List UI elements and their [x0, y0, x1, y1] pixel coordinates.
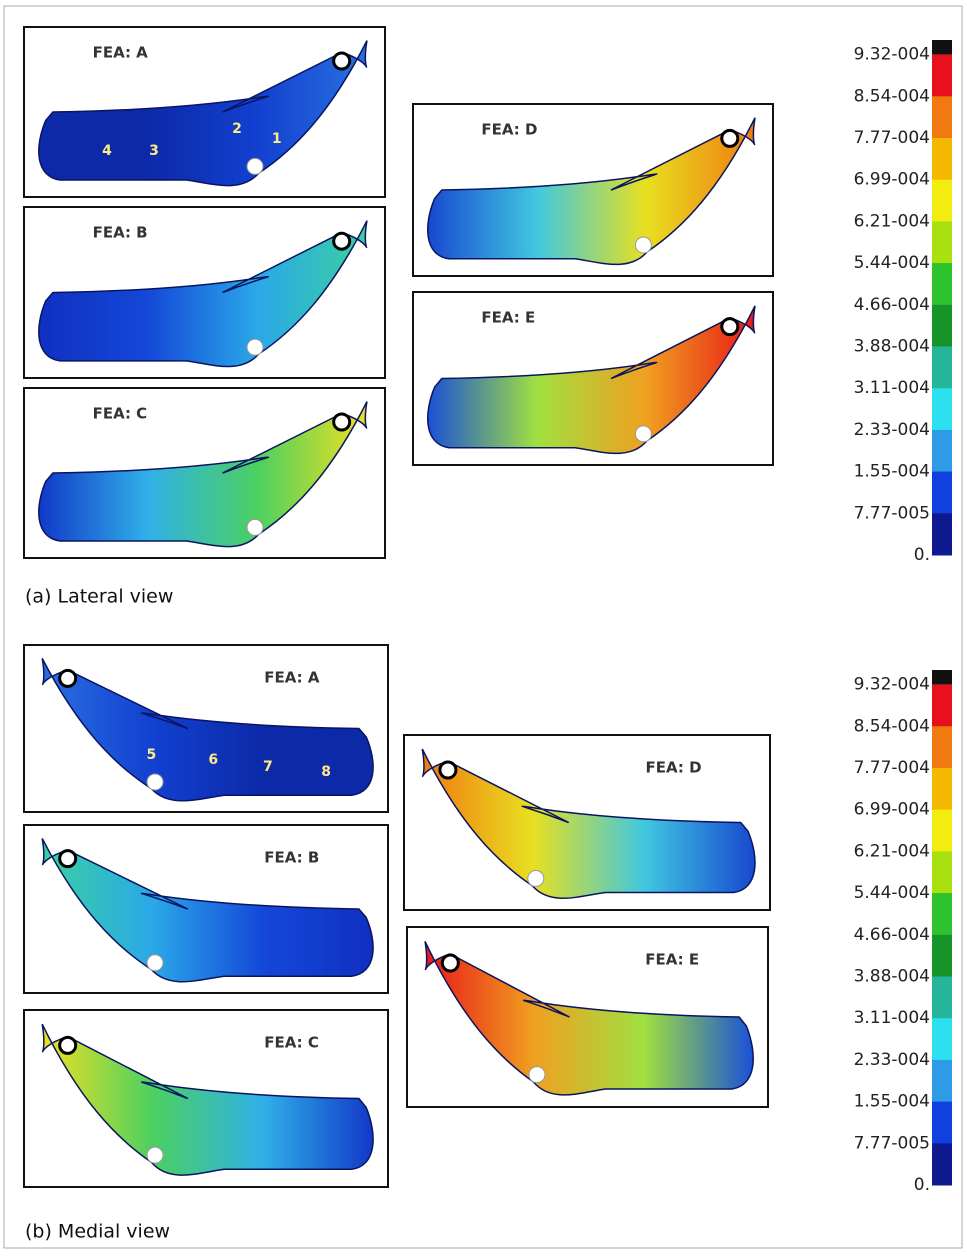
condyle [440, 762, 456, 778]
region-number: 1 [272, 131, 282, 147]
legend-band [932, 1060, 952, 1102]
legend-band [932, 1102, 952, 1144]
legend-band [932, 388, 952, 430]
legend-band [932, 180, 952, 222]
panel-label: FEA: D [481, 121, 537, 139]
legend-band [932, 851, 952, 893]
hole [247, 158, 263, 174]
hole [147, 1147, 163, 1163]
legend-band [932, 1018, 952, 1060]
hole [147, 774, 163, 790]
hole [147, 955, 163, 971]
legend-label: 7.77-004 [854, 758, 930, 778]
region-number: 6 [208, 752, 218, 768]
legend-label: 6.21-004 [854, 211, 930, 231]
caption: (b) Medial view [25, 1221, 170, 1243]
legend-label: 3.11-004 [854, 378, 930, 398]
legend-band [932, 893, 952, 935]
hole [635, 426, 651, 442]
legend-cap [932, 40, 952, 55]
panel-label: FEA: B [93, 224, 148, 242]
legend-label: 4.66-004 [854, 295, 930, 315]
condyle [722, 130, 738, 146]
panel-label: FEA: E [481, 309, 535, 327]
panel-label: FEA: E [645, 951, 699, 969]
legend-label: 1.55-004 [854, 462, 930, 482]
legend-band [932, 346, 952, 388]
legend-label: 5.44-004 [854, 883, 930, 903]
legend-label: 3.11-004 [854, 1008, 930, 1028]
legend-band [932, 472, 952, 514]
legend-band [932, 430, 952, 472]
region-number: 8 [321, 764, 331, 780]
legend-label: 7.77-005 [854, 1133, 930, 1153]
legend-band [932, 726, 952, 768]
condyle [722, 319, 738, 335]
legend-label: 3.88-004 [854, 966, 930, 986]
condyle [334, 233, 350, 249]
legend-label: 5.44-004 [854, 253, 930, 273]
condyle [60, 1037, 76, 1053]
condyle [334, 53, 350, 69]
legend-label: 8.54-004 [854, 716, 930, 736]
region-number: 5 [147, 747, 157, 763]
legend-label: 6.99-004 [854, 170, 930, 190]
panel-label: FEA: A [264, 669, 320, 687]
legend-label: 9.32-004 [854, 675, 930, 695]
panel-label: FEA: D [646, 759, 702, 777]
legend-band [932, 935, 952, 977]
region-number: 7 [263, 759, 273, 775]
legend-label: 2.33-004 [854, 1050, 930, 1070]
panel-label: FEA: C [93, 405, 148, 423]
panel-label: FEA: B [264, 849, 319, 867]
legend-label: 6.99-004 [854, 800, 930, 820]
legend-label: 3.88-004 [854, 336, 930, 356]
legend-band [932, 138, 952, 180]
legend-band [932, 768, 952, 810]
hole [247, 339, 263, 355]
panel-label: FEA: C [264, 1034, 319, 1052]
region-number: 4 [102, 143, 112, 159]
region-number: 2 [232, 121, 242, 137]
legend-label: 8.54-004 [854, 86, 930, 106]
legend-band [932, 263, 952, 305]
legend-label: 6.21-004 [854, 841, 930, 861]
condyle [334, 414, 350, 430]
panel-label: FEA: A [93, 44, 149, 62]
legend-band [932, 810, 952, 852]
legend-label: 7.77-004 [854, 128, 930, 148]
condyle [60, 670, 76, 686]
legend-band [932, 513, 952, 555]
hole [247, 519, 263, 535]
condyle [60, 851, 76, 867]
legend-band [932, 96, 952, 138]
legend-cap [932, 670, 952, 685]
figure: (a) Lateral view (b) Medial view FEA: A 4… [0, 0, 967, 1252]
legend-label: 7.77-005 [854, 503, 930, 523]
legend-band [932, 685, 952, 727]
legend-band [932, 976, 952, 1018]
legend-label: 0. [914, 545, 930, 565]
caption: (a) Lateral view [25, 586, 173, 608]
condyle [442, 955, 458, 971]
legend-band [932, 1143, 952, 1185]
hole [635, 237, 651, 253]
legend-band [932, 55, 952, 97]
legend-label: 4.66-004 [854, 925, 930, 945]
legend-band [932, 221, 952, 263]
legend-label: 0. [914, 1175, 930, 1195]
legend-label: 1.55-004 [854, 1092, 930, 1112]
hole [529, 1067, 545, 1083]
legend-label: 9.32-004 [854, 45, 930, 65]
hole [528, 871, 544, 887]
region-number: 3 [149, 143, 159, 159]
legend-label: 2.33-004 [854, 420, 930, 440]
legend-band [932, 305, 952, 347]
